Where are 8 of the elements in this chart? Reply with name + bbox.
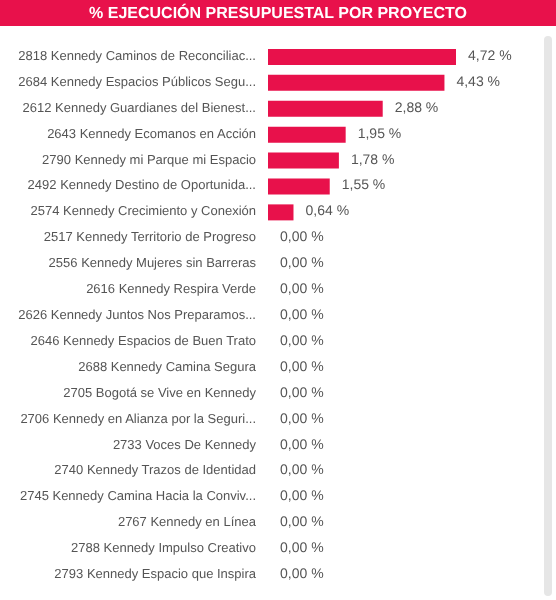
bar (268, 100, 383, 117)
chart-title: % EJECUCIÓN PRESUPUESTAL POR PROYECTO (0, 0, 556, 26)
bar (268, 152, 339, 169)
bar (268, 48, 456, 65)
bar (268, 74, 445, 91)
bar (268, 204, 294, 221)
bar (268, 178, 330, 195)
bar (268, 126, 346, 143)
